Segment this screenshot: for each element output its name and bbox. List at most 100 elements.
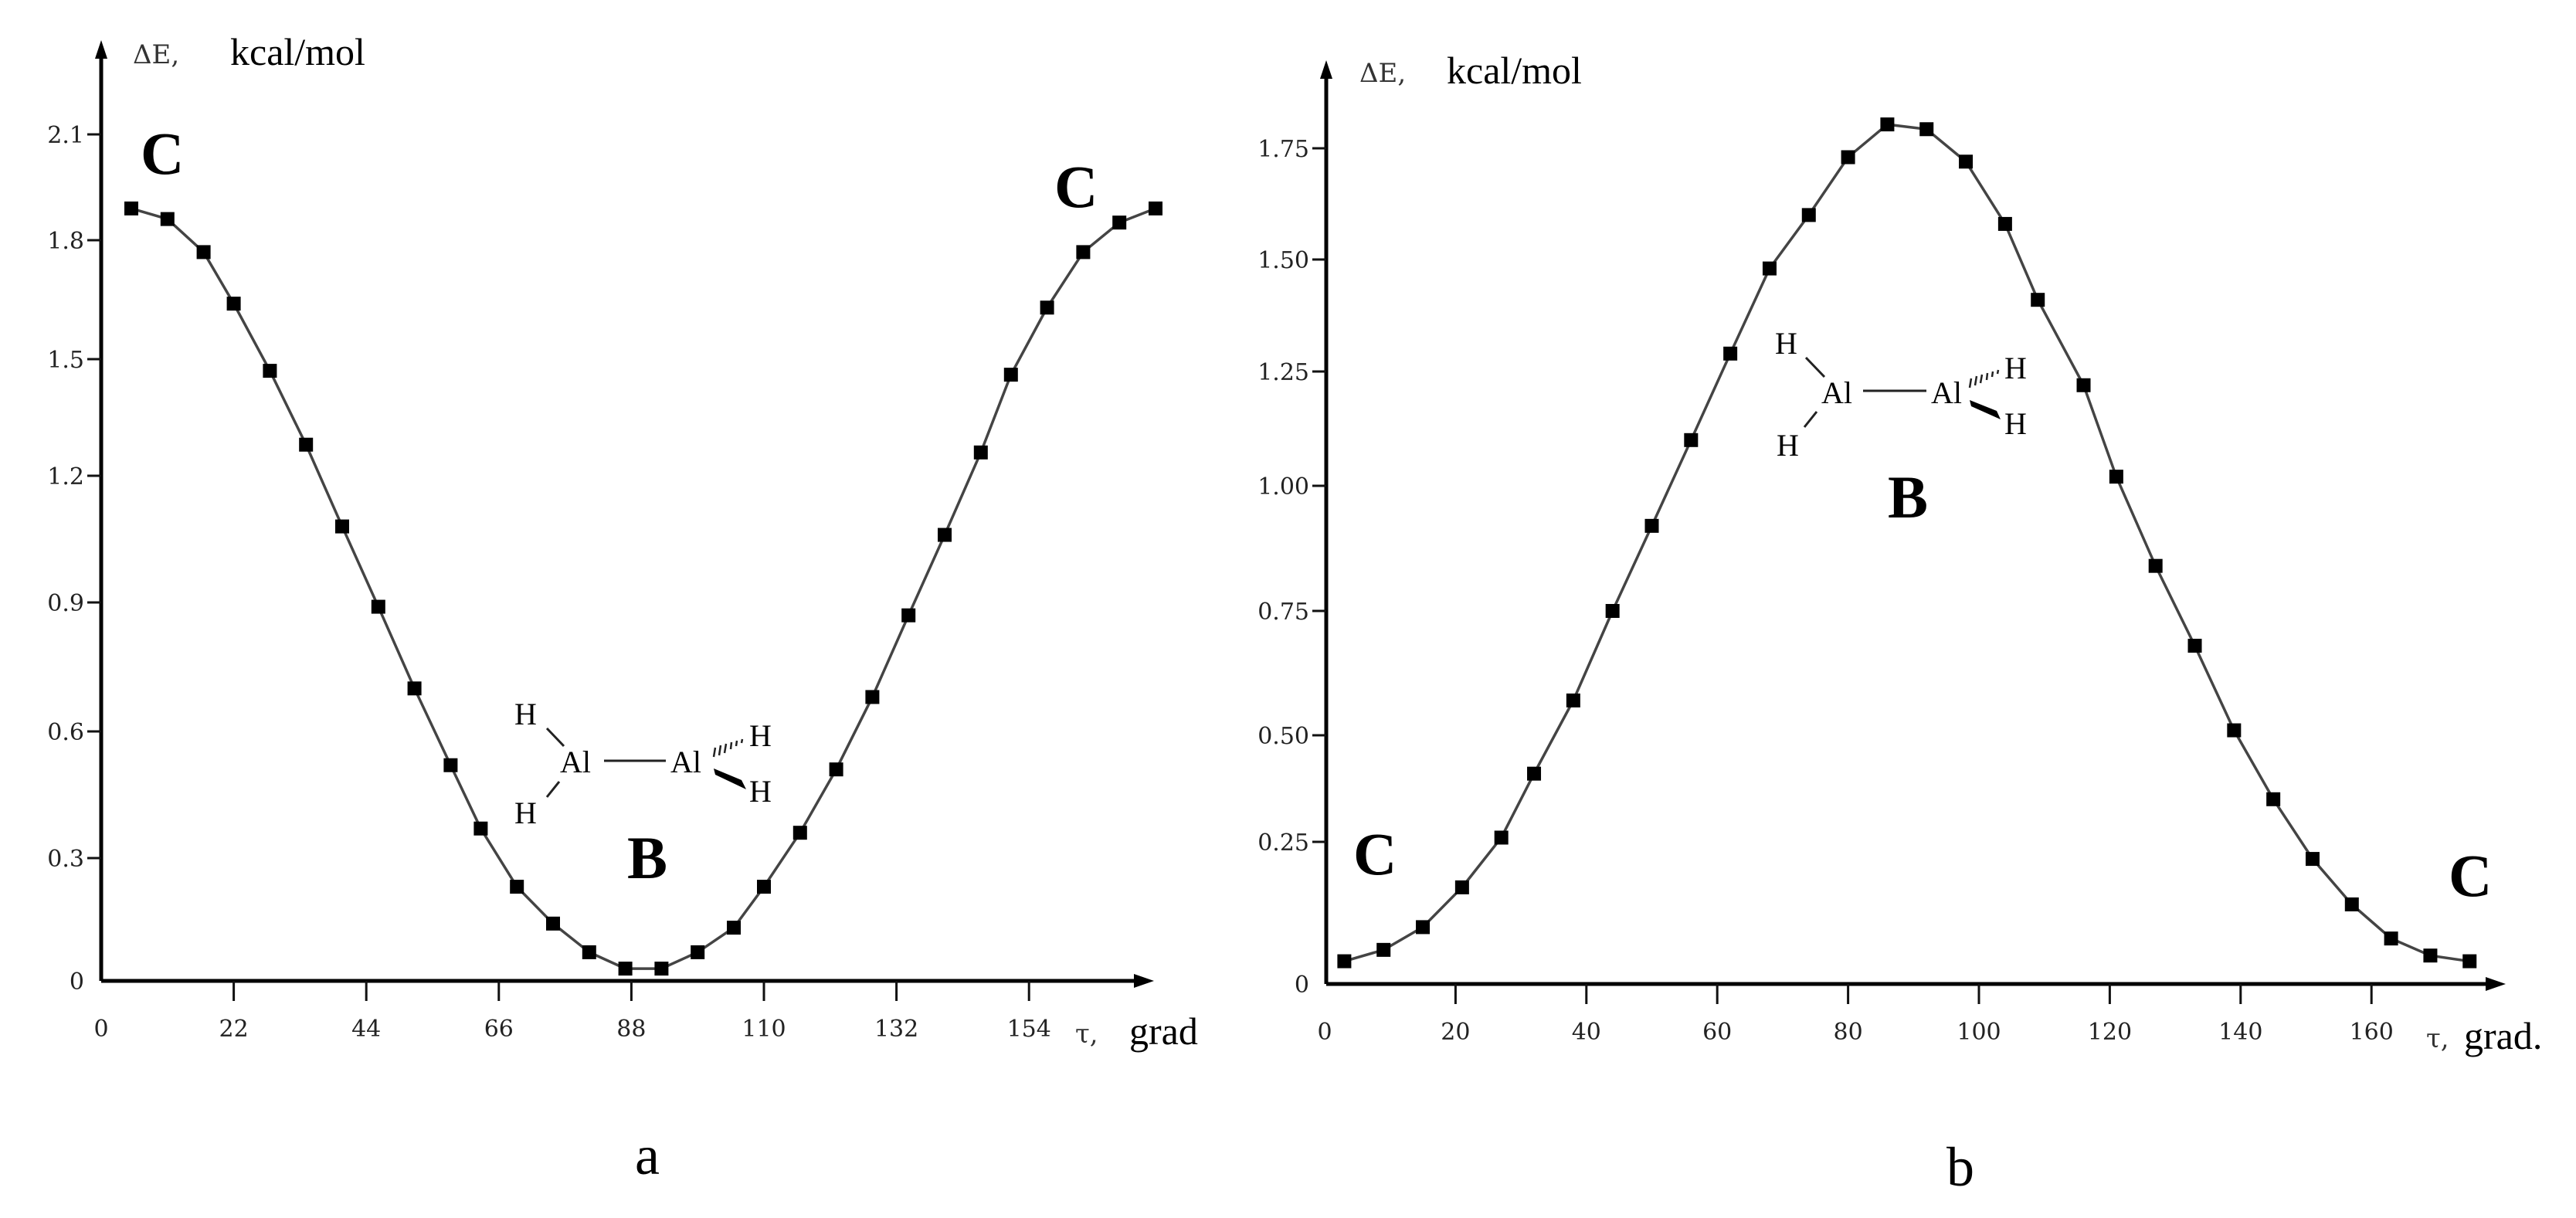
data-point-square-icon: [829, 762, 843, 777]
x-tick-label: 60: [1702, 1019, 1732, 1046]
chart-b-axes: [1320, 60, 2506, 991]
data-point-square-icon: [226, 297, 241, 311]
data-point-square-icon: [335, 519, 349, 534]
data-point-square-icon: [2462, 954, 2477, 969]
y-tick-label: 1.25: [1257, 359, 1309, 386]
y-tick-label: 2.1: [47, 122, 84, 149]
data-point-square-icon: [792, 826, 807, 840]
data-point-square-icon: [299, 437, 314, 452]
data-point-square-icon: [1997, 216, 2012, 231]
data-point-square-icon: [1801, 208, 1816, 222]
y-tick-label: 0.9: [47, 590, 84, 617]
x-tick-label: 132: [874, 1016, 918, 1043]
x-tick-label: 0: [1317, 1019, 1332, 1046]
bond-solid-wedge: [1970, 400, 2001, 419]
data-point-square-icon: [1762, 261, 1777, 276]
data-point-square-icon: [1723, 346, 1738, 361]
atom-al: Al: [560, 745, 591, 779]
data-point-square-icon: [2148, 558, 2163, 573]
chart-b-xlabel-symbol: τ,: [2426, 1023, 2449, 1054]
data-point-square-icon: [443, 758, 458, 772]
data-point-square-icon: [124, 201, 138, 215]
x-tick-label: 120: [2088, 1019, 2132, 1046]
x-tick-label: 100: [1957, 1019, 2001, 1046]
bond-hashed-wedge: [1968, 369, 2000, 388]
y-tick-label: 1.00: [1257, 473, 1309, 500]
x-tick-label: 44: [351, 1016, 381, 1043]
y-tick-label: 1.2: [47, 463, 84, 490]
y-tick-label: 0: [1295, 972, 1309, 999]
chart-b-label-c-right: C: [2449, 842, 2492, 909]
data-point-square-icon: [1337, 954, 1352, 969]
bond-single: [1803, 411, 1818, 428]
data-point-square-icon: [1605, 604, 1620, 618]
x-tick-label: 22: [219, 1016, 249, 1043]
atom-h: H: [2004, 351, 2027, 385]
data-point-square-icon: [654, 962, 669, 976]
chart-a-molecule-diagram: H H Al Al H H: [514, 697, 772, 830]
chart-b-molecule-diagram: H H Al Al H H: [1775, 326, 2027, 463]
energy-curve: [131, 207, 1156, 970]
atom-h: H: [749, 774, 772, 809]
data-point-square-icon: [2305, 852, 2320, 867]
y-tick-label: 1.8: [47, 228, 84, 255]
y-tick-label: 0.50: [1257, 723, 1309, 750]
data-point-square-icon: [1494, 830, 1509, 845]
data-point-square-icon: [938, 528, 952, 542]
data-point-square-icon: [473, 821, 488, 836]
chart-a: 0 0.3 0.6 0.9 1.2 1.5 1.8 2.1 0 22 44 66 88 110 132 154…: [47, 30, 1198, 1186]
x-tick-label: 88: [616, 1016, 646, 1043]
data-point-square-icon: [1416, 920, 1431, 935]
y-axis-arrow-icon: [1320, 60, 1332, 79]
data-point-square-icon: [196, 245, 211, 260]
atom-h: H: [1777, 428, 1799, 463]
bond-solid-wedge: [714, 768, 746, 789]
data-point-square-icon: [1003, 368, 1018, 382]
data-point-square-icon: [2109, 470, 2123, 484]
atom-h: H: [749, 718, 772, 753]
data-point-square-icon: [973, 445, 988, 460]
data-point-square-icon: [1376, 942, 1391, 957]
atom-h: H: [514, 697, 537, 731]
y-tick-label: 0.25: [1257, 830, 1309, 857]
y-axis-arrow-icon: [95, 40, 107, 59]
data-point-square-icon: [2076, 378, 2091, 392]
y-tick-label: 0.6: [47, 719, 84, 746]
data-point-square-icon: [371, 599, 385, 614]
data-point-square-icon: [618, 962, 633, 976]
data-point-square-icon: [407, 681, 422, 696]
panel-label-b: b: [1946, 1136, 1974, 1198]
data-point-square-icon: [263, 364, 277, 378]
atom-h: H: [2004, 406, 2027, 441]
x-tick-label: 80: [1834, 1019, 1863, 1046]
data-point-square-icon: [1040, 300, 1054, 315]
chart-a-xlabel-unit: grad: [1129, 1009, 1198, 1053]
data-point-square-icon: [1112, 215, 1127, 230]
y-tick-label: 1.5: [47, 347, 84, 374]
chart-b-xlabel-unit: grad.: [2464, 1014, 2542, 1057]
data-point-square-icon: [1959, 154, 1974, 169]
energy-curve: [1343, 123, 2470, 963]
atom-al: Al: [1931, 375, 1962, 410]
chart-a-label-c-right: C: [1054, 153, 1098, 220]
chart-a-ylabel-symbol: ΔE,: [133, 39, 179, 70]
x-tick-label: 40: [1572, 1019, 1601, 1046]
data-point-square-icon: [1076, 245, 1091, 260]
panel-label-a: a: [635, 1125, 660, 1186]
data-point-square-icon: [901, 608, 916, 623]
data-point-square-icon: [2227, 723, 2242, 738]
x-axis-arrow-icon: [2486, 977, 2506, 991]
x-tick-label: 110: [742, 1016, 786, 1043]
data-point-square-icon: [160, 212, 175, 226]
chart-a-ylabel-unit: kcal/mol: [230, 30, 365, 73]
x-tick-label: 154: [1007, 1016, 1051, 1043]
data-point-square-icon: [691, 945, 705, 959]
data-point-square-icon: [546, 916, 560, 931]
chart-a-label-c-left: C: [141, 120, 184, 187]
data-point-square-icon: [2266, 792, 2281, 806]
atom-al: Al: [670, 745, 701, 779]
x-tick-label: 160: [2350, 1019, 2394, 1046]
y-tick-label: 1.75: [1257, 136, 1309, 163]
chart-a-curve: [124, 201, 1162, 976]
x-tick-label: 0: [93, 1016, 108, 1043]
